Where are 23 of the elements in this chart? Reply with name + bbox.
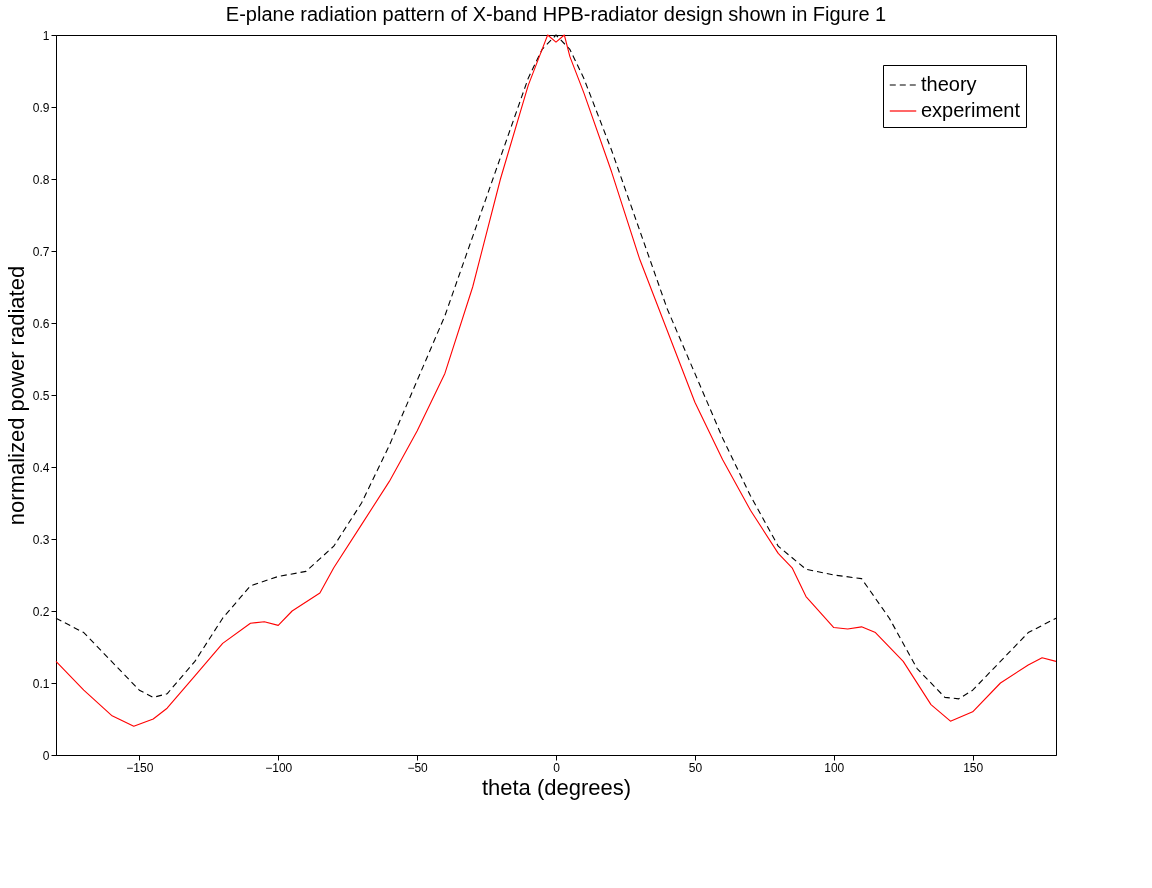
y-tick-label: 0.2 [32,604,50,619]
y-tick-label: 0 [42,748,50,763]
legend-label: experiment [921,99,1021,121]
chart-title: E-plane radiation pattern of X-band HPB-radiator design shown in Figure 1 [225,3,887,25]
y-axis-title: normalized power radiated [3,265,29,526]
x-tick-label: 0 [553,760,561,775]
y-tick-label: 0.5 [32,388,50,403]
x-tick-label: 50 [688,760,703,775]
y-tick-label: 0.7 [32,244,50,259]
y-tick-label: 0.1 [32,676,50,691]
y-tick-label: 0.9 [32,100,50,115]
x-tick-label: 100 [824,760,845,775]
legend-label: theory [921,73,977,95]
x-axis-title: theta (degrees) [481,774,632,800]
x-tick-label: 150 [963,760,984,775]
x-tick-label: −100 [265,760,293,775]
y-tick-label: 0.8 [32,172,50,187]
y-tick-label: 0.4 [32,460,50,475]
y-tick-label: 1 [42,28,50,43]
y-tick-label: 0.3 [32,532,50,547]
x-tick-label: −50 [407,760,429,775]
x-tick-label: −150 [126,760,154,775]
y-tick-label: 0.6 [32,316,50,331]
